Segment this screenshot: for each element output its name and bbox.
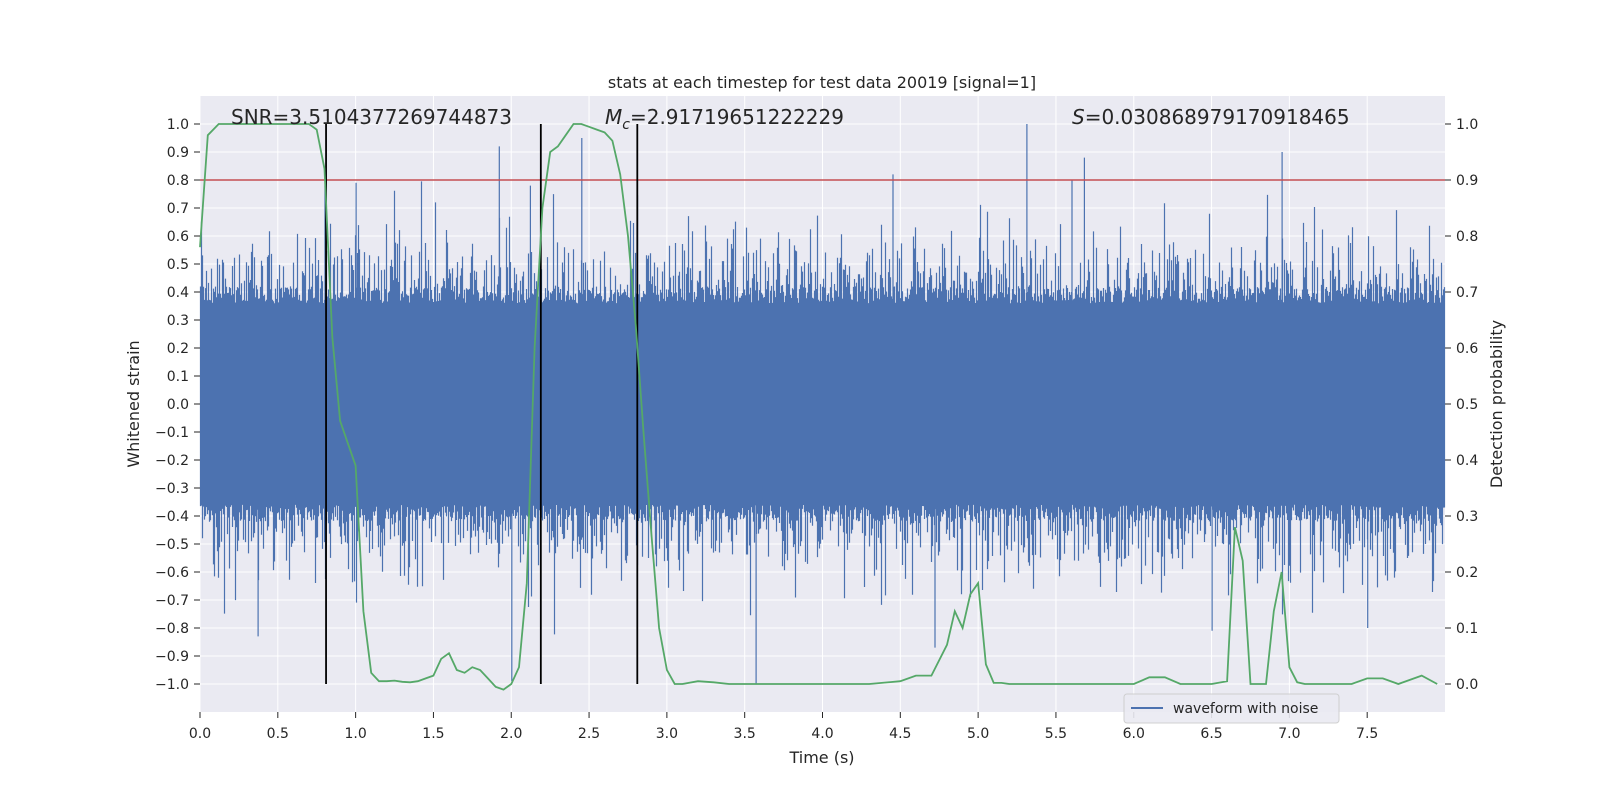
chirp-mass-annotation: Mc=2.91719651222229 bbox=[605, 105, 844, 133]
x-axis-label: Time (s) bbox=[788, 748, 854, 767]
y-tick-label: −1.0 bbox=[155, 677, 189, 693]
y2-tick-label: 0.3 bbox=[1456, 509, 1478, 525]
y2-tick-label: 0.5 bbox=[1456, 397, 1478, 413]
mc-symbol: M bbox=[605, 105, 622, 129]
y-tick-label: 0.7 bbox=[167, 201, 189, 217]
chart-title: stats at each timestep for test data 200… bbox=[608, 73, 1036, 92]
x-tick-label: 6.5 bbox=[1200, 726, 1222, 742]
x-tick-label: 2.0 bbox=[500, 726, 522, 742]
y-tick-label: 0.8 bbox=[167, 173, 189, 189]
y2-tick-label: 0.6 bbox=[1456, 341, 1478, 357]
x-tick-label: 2.5 bbox=[578, 726, 600, 742]
y-axis-label: Whitened strain bbox=[124, 340, 143, 467]
x-tick-label: 5.0 bbox=[967, 726, 989, 742]
s-symbol: S bbox=[1072, 105, 1085, 129]
y2-tick-label: 0.7 bbox=[1456, 285, 1478, 301]
x-tick-label: 1.5 bbox=[422, 726, 444, 742]
y2-tick-label: 0.4 bbox=[1456, 453, 1478, 469]
x-tick-label: 3.0 bbox=[656, 726, 678, 742]
y-tick-label: 0.0 bbox=[167, 397, 189, 413]
x-tick-label: 7.0 bbox=[1278, 726, 1300, 742]
mc-subscript: c bbox=[622, 117, 630, 133]
x-tick-label: 5.5 bbox=[1045, 726, 1067, 742]
y-tick-label: 1.0 bbox=[167, 117, 189, 133]
y-tick-label: 0.1 bbox=[167, 369, 189, 385]
detection-probability-line bbox=[199, 123, 1438, 691]
y-tick-label: 0.6 bbox=[167, 229, 189, 245]
y2-tick-label: 0.0 bbox=[1456, 677, 1478, 693]
y-tick-label: −0.6 bbox=[155, 565, 189, 581]
s-value: =0.030868979170918465 bbox=[1085, 105, 1350, 129]
y2-tick-label: 1.0 bbox=[1456, 117, 1478, 133]
legend-box bbox=[1123, 693, 1340, 724]
y-tick-label: −0.5 bbox=[155, 537, 189, 553]
y-tick-label: −0.3 bbox=[155, 481, 189, 497]
y-tick-label: −0.9 bbox=[155, 649, 189, 665]
waveform-path bbox=[199, 124, 1446, 684]
y-tick-label: 0.5 bbox=[167, 257, 189, 273]
x-tick-label: 4.5 bbox=[889, 726, 911, 742]
y2-tick-label: 0.1 bbox=[1456, 621, 1478, 637]
y-tick-label: −0.2 bbox=[155, 453, 189, 469]
x-axis: 0.0 0.5 1.0 1.5 2.0 2.5 3.0 3.5 4.0 4.5 5.0 5.5 6.0 6… bbox=[189, 712, 1378, 742]
mc-value: =2.91719651222229 bbox=[630, 105, 844, 129]
y-tick-label: −0.4 bbox=[155, 509, 189, 525]
waveform-series bbox=[199, 124, 1446, 684]
legend-entry: waveform with noise bbox=[1173, 701, 1318, 717]
y2-tick-label: 0.2 bbox=[1456, 565, 1478, 581]
y-tick-label: 0.2 bbox=[167, 341, 189, 357]
y-tick-label: 0.4 bbox=[167, 285, 189, 301]
right-axis: 1.0 0.9 0.8 0.7 0.6 0.5 0.4 0.3 0.2 0.1 0.0 bbox=[1445, 117, 1478, 693]
y-tick-label: 0.9 bbox=[167, 145, 189, 161]
y2-tick-label: 0.8 bbox=[1456, 229, 1478, 245]
legend: waveform with noise bbox=[1123, 693, 1340, 724]
y-tick-label: 0.3 bbox=[167, 313, 189, 329]
y-tick-label: −0.8 bbox=[155, 621, 189, 637]
x-tick-label: 3.5 bbox=[734, 726, 756, 742]
left-axis: 1.0 0.9 0.8 0.7 0.6 0.5 0.4 0.3 0.2 0.1 0.0 −0.1 −0.… bbox=[155, 117, 200, 693]
snr-annotation: SNR=3.5104377269744873 bbox=[231, 105, 512, 129]
y2-tick-label: 0.9 bbox=[1456, 173, 1478, 189]
x-tick-label: 0.0 bbox=[189, 726, 211, 742]
y-tick-label: −0.1 bbox=[155, 425, 189, 441]
x-tick-label: 0.5 bbox=[267, 726, 289, 742]
s-annotation: S=0.030868979170918465 bbox=[1072, 105, 1350, 129]
x-tick-label: 6.0 bbox=[1123, 726, 1145, 742]
x-tick-label: 7.5 bbox=[1356, 726, 1378, 742]
x-tick-label: 4.0 bbox=[811, 726, 833, 742]
y-tick-label: −0.7 bbox=[155, 593, 189, 609]
x-tick-label: 1.0 bbox=[344, 726, 366, 742]
y2-axis-label: Detection probability bbox=[1487, 320, 1506, 488]
